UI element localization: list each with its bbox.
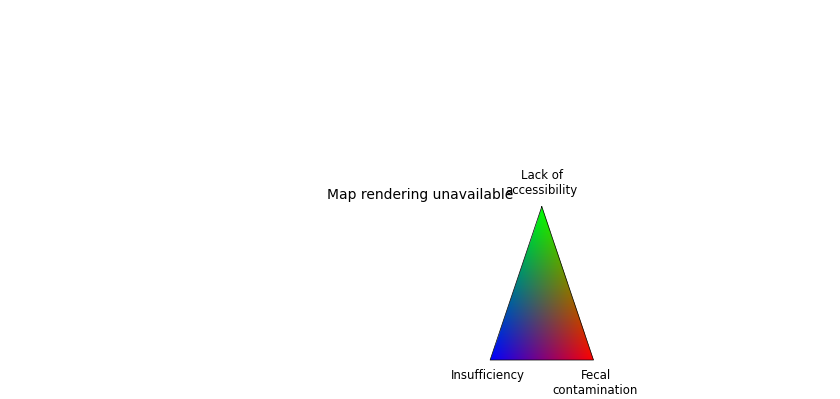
Text: Fecal
contamination: Fecal contamination <box>553 369 638 397</box>
Text: Lack of
accessibility: Lack of accessibility <box>506 169 578 198</box>
Text: Map rendering unavailable: Map rendering unavailable <box>327 188 513 203</box>
Text: Insufficiency: Insufficiency <box>451 369 525 382</box>
